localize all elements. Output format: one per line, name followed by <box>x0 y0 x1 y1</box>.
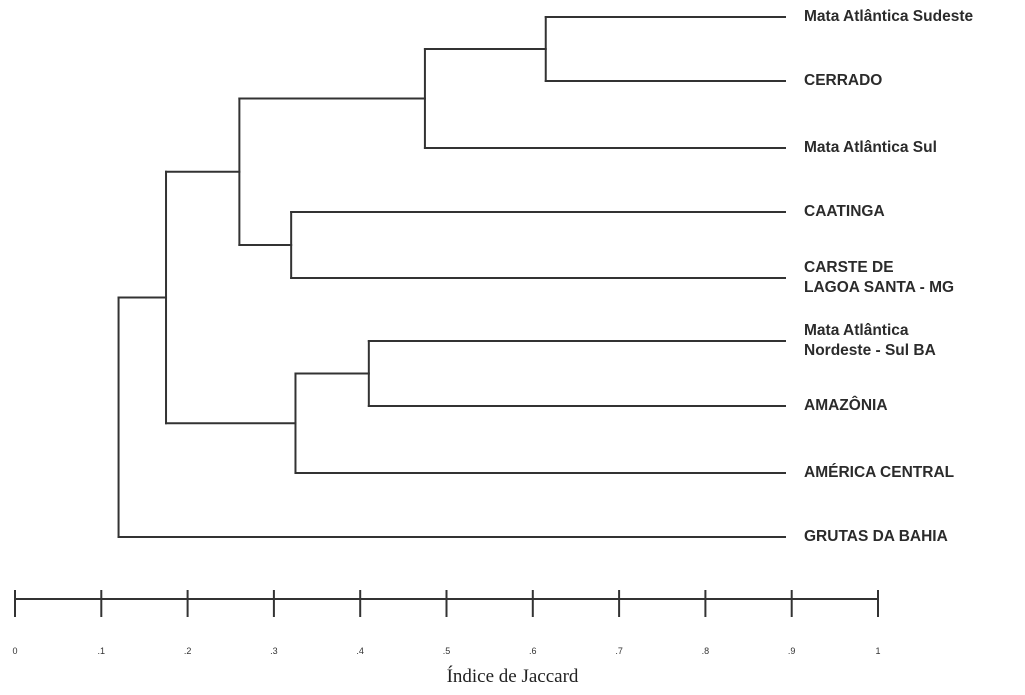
leaf-label: GRUTAS DA BAHIA <box>804 527 948 547</box>
axis-tick-label: .2 <box>183 646 192 656</box>
axis-tick-label: .6 <box>529 646 537 656</box>
leaf-label-line: CAATINGA <box>804 203 885 220</box>
leaf-label-line: AMÉRICA CENTRAL <box>804 464 955 481</box>
leaf-label-line: Mata Atlântica Sudeste <box>804 8 974 25</box>
leaf-label: AMÉRICA CENTRAL <box>804 463 954 483</box>
leaf-label-line: Mata Atlântica Sul <box>804 139 937 156</box>
leaf-label-line: GRUTAS DA BAHIA <box>804 528 948 545</box>
axis-tick-label: .1 <box>97 646 106 656</box>
axis-tick-label: .7 <box>615 646 623 656</box>
axis-tick-label: .9 <box>787 646 796 656</box>
leaf-label-line: AMAZÔNIA <box>804 397 888 414</box>
leaf-label-line: Mata Atlântica <box>804 322 909 339</box>
leaf-label: Mata Atlântica Nordeste - Sul BA <box>804 321 936 361</box>
leaf-label-line: Nordeste - Sul BA <box>804 342 936 359</box>
axis-tick-label: 0 <box>12 646 18 656</box>
axis-title: Índice de Jaccard <box>446 666 579 687</box>
leaf-label: AMAZÔNIA <box>804 396 888 416</box>
axis-tick-label: 1 <box>875 646 881 656</box>
axis-tick-label: .8 <box>701 646 710 656</box>
axis-tick-label: .3 <box>270 646 278 656</box>
leaf-label-line: CARSTE DE <box>804 259 894 276</box>
axis-tick-label: .4 <box>356 646 364 656</box>
leaf-label: Mata Atlântica Sudeste <box>804 7 973 27</box>
leaf-label: CAATINGA <box>804 202 885 222</box>
leaf-label-line: CERRADO <box>804 72 883 89</box>
leaf-label: CARSTE DE LAGOA SANTA - MG <box>804 258 954 298</box>
leaf-label: CERRADO <box>804 71 882 91</box>
leaf-label-line: LAGOA SANTA - MG <box>804 279 955 296</box>
leaf-label: Mata Atlântica Sul <box>804 138 937 158</box>
axis-tick-label: .5 <box>442 646 451 656</box>
